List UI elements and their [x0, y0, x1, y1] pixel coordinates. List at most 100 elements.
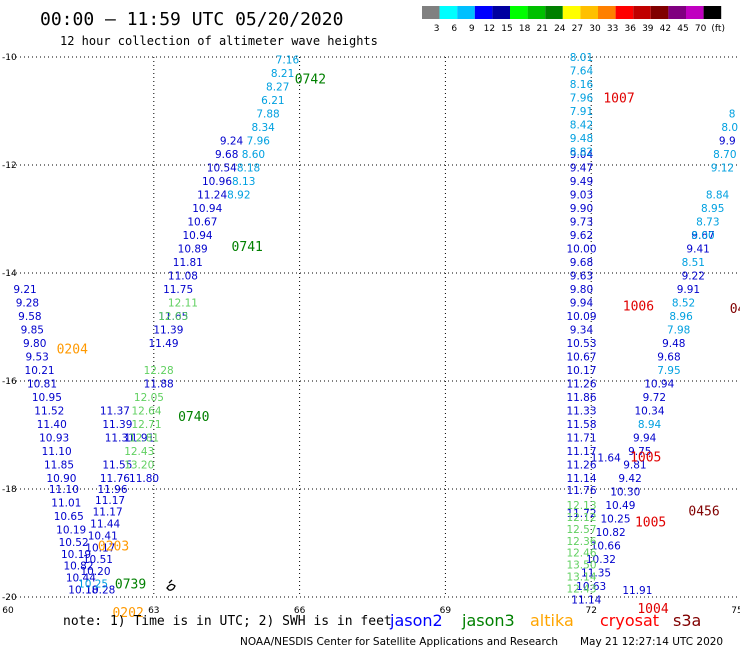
wave-height-value: 10.81: [27, 379, 57, 391]
wave-height-value: 11.80: [129, 473, 159, 485]
wave-height-value: 10.34: [634, 406, 664, 418]
wave-height-value: 7.91: [570, 106, 593, 118]
wave-height-value: 8.34: [251, 122, 275, 134]
wave-height-value: 8.82: [570, 147, 593, 159]
scale-swatch: [492, 6, 510, 19]
wave-height-value: 11.31: [105, 433, 135, 445]
wave-height-value: 9.53: [25, 352, 48, 364]
y-tick-label: -20: [2, 593, 17, 603]
wave-height-value: 10.63: [576, 581, 606, 593]
wave-height-value: 10.94: [183, 230, 213, 242]
scale-label: 70: [695, 24, 707, 34]
y-tick-label: -12: [2, 161, 17, 171]
axis-ticks: 60 63 66 69 72 75 -10 -12 -14 -16 -18 -20: [2, 53, 740, 616]
wave-height-value: 12.43: [124, 446, 154, 458]
x-tick-label: 66: [294, 606, 306, 616]
y-tick-label: -10: [2, 53, 17, 63]
pass-time-label: 0741: [232, 240, 263, 255]
legend-jason3: jason3: [461, 611, 515, 630]
wave-height-value: 11.71: [566, 433, 596, 445]
wave-height-value: 9.9: [719, 136, 736, 148]
wave-height-value: 7.95: [657, 365, 680, 377]
wave-height-value: 8.92: [227, 190, 250, 202]
scale-label: 18: [519, 24, 531, 34]
scale-label: 39: [642, 24, 654, 34]
wave-height-value: 8: [729, 109, 736, 121]
x-tick-label: 60: [2, 606, 14, 616]
wave-height-value: 9.04: [570, 149, 594, 161]
chart-subtitle: 12 hour collection of altimeter wave hei…: [60, 34, 378, 48]
wave-height-value: 8.70: [713, 149, 736, 161]
wave-height-value: 11.01: [51, 498, 81, 510]
wave-height-value: 9.49: [570, 176, 593, 188]
wave-height-value: 9.58: [18, 311, 41, 323]
wave-height-value: 9.48: [662, 338, 685, 350]
wave-height-value: 9.41: [686, 244, 709, 256]
wave-height-value: 9.62: [570, 230, 593, 242]
footer-credit: NOAA/NESDIS Center for Satellite Applica…: [240, 636, 558, 648]
wave-height-value: 13.20: [124, 460, 154, 472]
wave-height-value: 11.33: [566, 406, 596, 418]
pass-time-label: 0739: [115, 578, 146, 593]
scale-swatch: [615, 6, 634, 19]
wave-height-value: 10.90: [46, 473, 76, 485]
wave-height-value: 11.10: [42, 446, 72, 458]
wave-height-value: 9.12: [711, 163, 734, 175]
wave-height-value: 11.39: [153, 325, 183, 337]
wave-height-value: 11.55: [102, 460, 132, 472]
wave-height-value: 8.94: [638, 419, 662, 431]
wave-height-value: 9.75: [628, 446, 651, 458]
y-tick-label: -18: [2, 485, 17, 495]
wave-height-value: 10.09: [566, 311, 596, 323]
wave-height-value: 11.91: [124, 433, 154, 445]
wave-height-value: 8.73: [696, 217, 719, 229]
scale-label: 9: [469, 24, 475, 34]
wave-height-value: 13.14: [566, 571, 596, 583]
wave-height-value: 10.53: [566, 338, 596, 350]
wave-height-value: 10.19: [56, 525, 86, 537]
wave-height-value: 11.86: [566, 392, 596, 404]
scale-swatch: [668, 6, 686, 19]
wave-height-value: 10.66: [591, 541, 621, 553]
wave-height-value: 7.16: [276, 55, 300, 67]
wave-height-value: 11.65: [158, 311, 188, 323]
wave-height-value: 9.03: [570, 190, 593, 202]
wave-height-value: 11.35: [581, 568, 611, 580]
wave-height-value: 8.01: [570, 52, 593, 64]
wave-height-value: 9.68: [570, 257, 593, 269]
scale-swatch: [598, 6, 616, 19]
y-tick-label: -16: [2, 377, 17, 387]
wave-height-value: 11.64: [591, 453, 621, 465]
wave-height-value: 10.30: [610, 487, 640, 499]
scale-swatch: [686, 6, 704, 19]
pass-time-labels: 0742 0741 0740 0739 0204 0203 0202 1007 1006 1005…: [57, 73, 740, 622]
legend-cryosat: cryosat: [600, 611, 659, 630]
wave-height-value: 10.67: [566, 352, 596, 364]
scale-label: 45: [677, 24, 688, 34]
wave-height-value: 9.63: [570, 271, 593, 283]
wave-height-value: 6.21: [261, 95, 284, 107]
wave-height-value: 10.49: [605, 500, 635, 512]
wave-height-value: 10.54: [207, 163, 237, 175]
wave-height-value: 11.76: [100, 473, 130, 485]
scale-swatch: [580, 6, 598, 19]
wave-height-value: 10.17: [566, 365, 596, 377]
scale-label: 30: [589, 24, 601, 34]
wave-height-value: 10.17: [85, 542, 115, 554]
legend-jason2: jason2: [389, 611, 443, 630]
wave-height-value: 12.46: [566, 548, 596, 560]
wave-height-value: 8.60: [242, 149, 265, 161]
wave-height-value: 10.94: [644, 379, 674, 391]
wave-height-value: 9.81: [623, 460, 646, 472]
wave-height-value: 10.44: [66, 573, 96, 585]
wave-height-value: 11.88: [144, 379, 174, 391]
wave-height-value: 10.51: [83, 554, 113, 566]
wave-height-value: 9.42: [618, 473, 641, 485]
pass-time-label: 0204: [57, 343, 88, 358]
wave-height-value: 8.18: [237, 163, 260, 175]
wave-height-value: 10.52: [59, 537, 89, 549]
color-scale: 3 6 9 12 15 18 21 24 27 30 33 36 39 42 45 70 (ft): [422, 6, 725, 34]
x-tick-label: 69: [440, 606, 452, 616]
